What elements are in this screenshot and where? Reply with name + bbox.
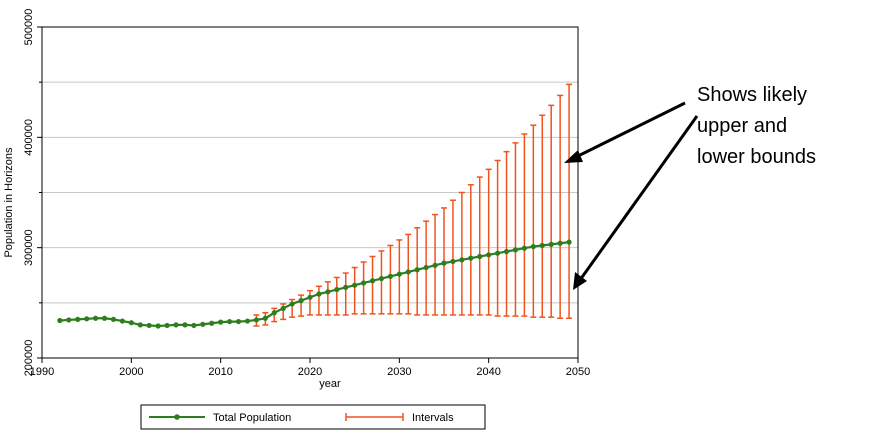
y-axis-title: Population in Horizons bbox=[3, 147, 15, 258]
total-population-point bbox=[75, 316, 81, 322]
total-population-point bbox=[495, 250, 501, 256]
x-tick-label: 2010 bbox=[208, 366, 232, 378]
total-population-point bbox=[557, 240, 563, 246]
annotation-line-3: lower bounds bbox=[697, 146, 816, 168]
legend: Total Population Intervals bbox=[140, 404, 486, 430]
x-tick-label: 2050 bbox=[566, 366, 590, 378]
total-population-point bbox=[66, 317, 72, 323]
total-population-point bbox=[119, 318, 125, 324]
annotation-line-2: upper and bbox=[697, 115, 788, 137]
total-population-line bbox=[59, 241, 570, 328]
total-population-point bbox=[218, 319, 224, 325]
total-population-point bbox=[101, 315, 108, 321]
total-population-point bbox=[316, 291, 322, 297]
x-tick-label: 2030 bbox=[387, 366, 411, 378]
legend-label-total-population: Total Population bbox=[213, 412, 291, 424]
total-population-point bbox=[512, 247, 519, 253]
annotation-text: Shows likely upper and lower bounds bbox=[697, 80, 867, 173]
total-population-point bbox=[298, 298, 304, 304]
total-population-point bbox=[137, 322, 143, 328]
total-population-point bbox=[200, 321, 206, 327]
annotation-arrows bbox=[564, 101, 699, 290]
axes bbox=[37, 26, 579, 363]
y-tick-label: 200000 bbox=[23, 340, 35, 377]
total-population-point bbox=[93, 315, 99, 321]
arrow-lower bbox=[578, 115, 699, 281]
x-tick-label: 2020 bbox=[298, 366, 322, 378]
total-population-point bbox=[110, 316, 117, 322]
total-population-point bbox=[405, 269, 411, 275]
total-population-point bbox=[521, 245, 528, 251]
total-population-point bbox=[459, 257, 465, 263]
total-population-point bbox=[271, 310, 277, 316]
total-population-point bbox=[325, 289, 331, 295]
total-population-point bbox=[378, 275, 385, 282]
total-population-point bbox=[253, 317, 259, 323]
total-population-point bbox=[191, 322, 197, 329]
arrow-upper bbox=[573, 101, 686, 160]
legend-label-intervals: Intervals bbox=[412, 412, 454, 424]
x-tick-label: 2000 bbox=[119, 366, 143, 378]
annotation-line-1: Shows likely bbox=[697, 84, 808, 106]
y-tick-label: 400000 bbox=[23, 119, 35, 156]
total-population-point bbox=[468, 255, 474, 261]
total-population-point bbox=[164, 322, 170, 329]
total-population-point bbox=[57, 317, 63, 324]
total-population-point bbox=[227, 318, 233, 325]
total-population-point bbox=[182, 322, 188, 328]
total-population-point bbox=[173, 322, 179, 328]
arrow-lower-head bbox=[573, 272, 587, 290]
total-population-point bbox=[146, 322, 152, 329]
total-population-point bbox=[432, 262, 438, 268]
y-tick-label: 300000 bbox=[23, 229, 35, 266]
total-population-point bbox=[262, 315, 268, 321]
total-population-point bbox=[352, 282, 358, 288]
legend-marker-total-population bbox=[174, 414, 180, 420]
x-tick-label: 1990 bbox=[30, 366, 54, 378]
total-population-point bbox=[209, 320, 215, 326]
total-population-point bbox=[280, 305, 286, 311]
total-population-point bbox=[441, 260, 447, 266]
total-population-point bbox=[289, 301, 295, 307]
total-population-point bbox=[486, 252, 492, 258]
total-population-point bbox=[396, 271, 402, 277]
total-population-series bbox=[57, 239, 572, 329]
total-population-point bbox=[235, 318, 242, 325]
total-population-point bbox=[548, 241, 554, 247]
total-population-point bbox=[244, 318, 251, 324]
total-population-point bbox=[477, 253, 483, 260]
total-population-point bbox=[343, 284, 349, 290]
arrow-upper-head bbox=[564, 150, 583, 163]
x-axis-title: year bbox=[319, 378, 341, 390]
interval-series bbox=[253, 83, 573, 327]
total-population-point bbox=[369, 278, 376, 284]
total-population-point bbox=[387, 273, 393, 279]
y-tick-label: 500000 bbox=[23, 9, 35, 46]
total-population-point bbox=[155, 323, 161, 329]
tick-labels: 200000 300000 400000 500000 1990 2000 2010 2020… bbox=[23, 9, 590, 378]
total-population-point bbox=[566, 239, 572, 245]
total-population-point bbox=[334, 286, 340, 293]
total-population-point bbox=[450, 258, 456, 265]
total-population-point bbox=[128, 320, 134, 326]
total-population-point bbox=[503, 248, 510, 255]
total-population-point bbox=[423, 264, 429, 271]
total-population-point bbox=[84, 316, 90, 322]
total-population-point bbox=[530, 243, 536, 250]
total-population-point bbox=[307, 294, 313, 300]
total-population-point bbox=[414, 267, 420, 273]
total-population-point bbox=[539, 242, 545, 249]
x-tick-label: 2040 bbox=[476, 366, 500, 378]
total-population-point bbox=[361, 280, 367, 286]
